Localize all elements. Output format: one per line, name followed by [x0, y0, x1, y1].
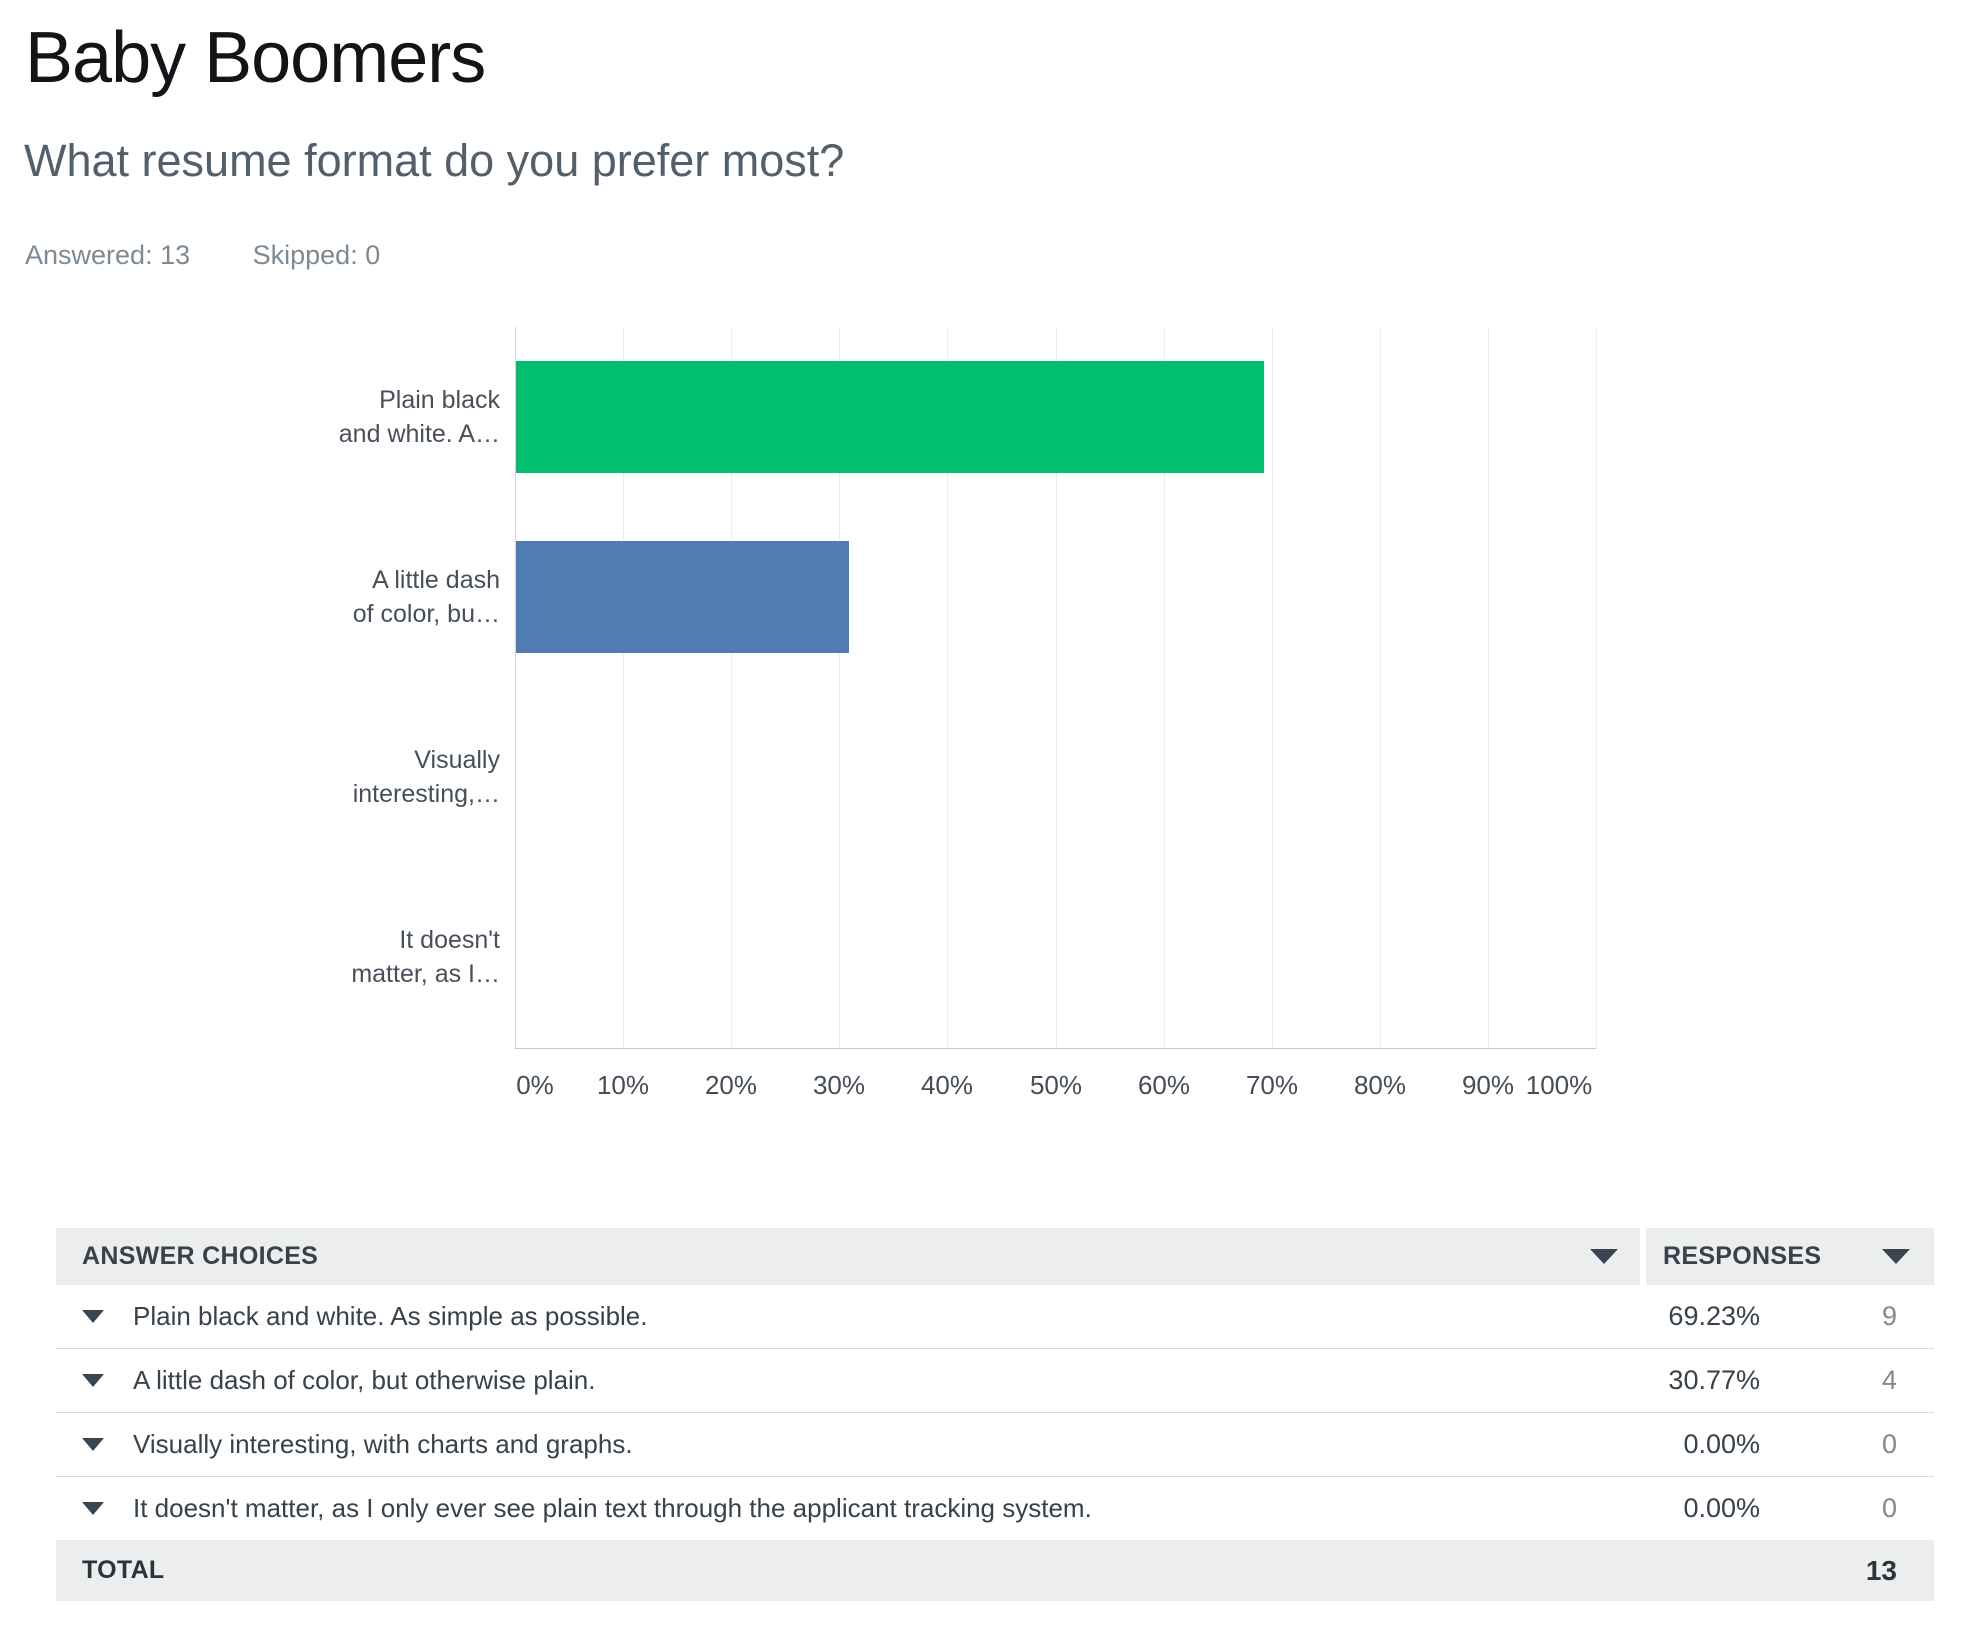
answer-label: It doesn't matter, as I only ever see pl… — [133, 1493, 1092, 1523]
responses-header-cell: RESPONSES — [1646, 1228, 1934, 1285]
response-percent: 30.77% — [1668, 1365, 1760, 1395]
response-count: 0 — [1881, 1493, 1897, 1523]
expand-row-icon[interactable] — [82, 1502, 104, 1515]
expand-row-icon[interactable] — [82, 1374, 104, 1387]
response-percent: 0.00% — [1683, 1429, 1760, 1459]
plot-area — [515, 327, 1597, 1049]
bar-1 — [516, 361, 1264, 473]
gridline — [731, 327, 732, 1048]
responses-sort-caret-icon[interactable] — [1882, 1249, 1910, 1264]
total-count: 13 — [1865, 1554, 1897, 1586]
x-tick-label: 60% — [1137, 1070, 1191, 1100]
category-label-1: Plain black and white. A… — [338, 386, 500, 448]
table-row-1: Plain black and white. As simple as poss… — [56, 1285, 1934, 1348]
x-tick-label: 10% — [596, 1070, 650, 1100]
category-label-3: Visually interesting,… — [352, 746, 500, 808]
table-row-2: A little dash of color, but otherwise pl… — [56, 1348, 1934, 1412]
bar-2 — [516, 541, 849, 653]
skipped-count: Skipped: 0 — [252, 240, 381, 270]
table-row-3: Visually interesting, with charts and gr… — [56, 1412, 1934, 1476]
category-label-4: It doesn't matter, as I… — [351, 926, 500, 988]
x-tick-label: 50% — [1029, 1070, 1083, 1100]
x-tick-label: 20% — [704, 1070, 758, 1100]
answer-choices-header: ANSWER CHOICES — [82, 1242, 319, 1270]
question-title: What resume format do you prefer most? — [24, 135, 845, 186]
gridline — [1272, 327, 1273, 1048]
answer-choices-header-cell: ANSWER CHOICES — [56, 1228, 1640, 1285]
response-count: 0 — [1881, 1429, 1897, 1459]
x-tick-label: 100% — [1525, 1070, 1593, 1100]
responses-header: RESPONSES — [1663, 1242, 1822, 1270]
gridline — [1164, 327, 1165, 1048]
x-tick-label: 80% — [1353, 1070, 1407, 1100]
response-count: 9 — [1881, 1301, 1897, 1331]
answered-count: Answered: 13 — [25, 240, 191, 270]
response-percent: 0.00% — [1683, 1493, 1760, 1523]
answer-table: ANSWER CHOICES RESPONSES Plain black and… — [56, 1228, 1934, 1601]
answer-label: Plain black and white. As simple as poss… — [133, 1301, 648, 1331]
gridline — [947, 327, 948, 1048]
response-count: 4 — [1881, 1365, 1897, 1395]
total-row: TOTAL 13 — [56, 1540, 1934, 1601]
gridline — [1488, 327, 1489, 1048]
page-title: Baby Boomers — [25, 18, 486, 98]
answer-choices-sort-caret-icon[interactable] — [1590, 1249, 1618, 1264]
total-label: TOTAL — [82, 1556, 165, 1584]
response-percent: 69.23% — [1668, 1301, 1760, 1331]
gridline — [1380, 327, 1381, 1048]
x-tick-label: 40% — [920, 1070, 974, 1100]
column-divider — [1640, 1228, 1646, 1285]
expand-row-icon[interactable] — [82, 1438, 104, 1451]
bar-chart: Plain black and white. A… A little dash … — [338, 327, 1597, 1100]
gridline — [623, 327, 624, 1048]
x-tick-label: 30% — [812, 1070, 866, 1100]
gridline — [839, 327, 840, 1048]
answer-label: Visually interesting, with charts and gr… — [133, 1429, 633, 1459]
gridline — [1056, 327, 1057, 1048]
response-meta: Answered: 13 Skipped: 0 — [25, 240, 435, 271]
x-tick-label: 70% — [1245, 1070, 1299, 1100]
x-tick-label: 90% — [1461, 1070, 1515, 1100]
y-axis-line — [515, 327, 516, 1048]
answer-label: A little dash of color, but otherwise pl… — [133, 1365, 596, 1395]
expand-row-icon[interactable] — [82, 1310, 104, 1323]
category-label-2: A little dash of color, bu… — [352, 566, 500, 628]
table-header: ANSWER CHOICES RESPONSES — [56, 1228, 1934, 1285]
gridline — [1596, 327, 1597, 1048]
x-tick-label: 0% — [516, 1070, 554, 1100]
table-row-4: It doesn't matter, as I only ever see pl… — [56, 1476, 1934, 1540]
